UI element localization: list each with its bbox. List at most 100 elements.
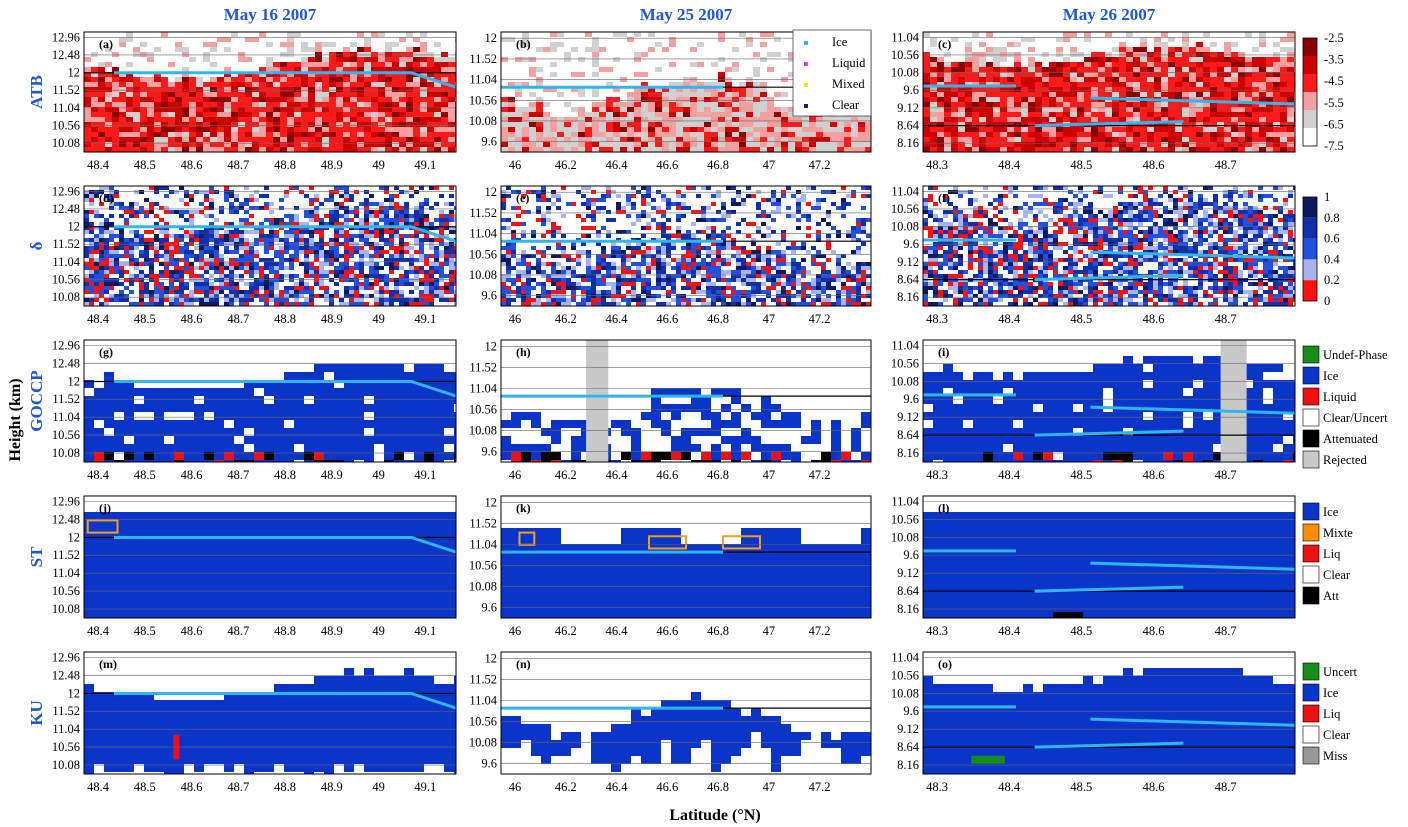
atb-cell	[522, 127, 529, 132]
depol-cell	[189, 234, 194, 238]
atb-cell	[669, 122, 676, 127]
atb-cell	[739, 122, 746, 127]
depol-cell	[234, 262, 239, 266]
atb-cell	[308, 72, 315, 77]
atb-cell	[1182, 57, 1189, 62]
atb-cell	[1035, 117, 1042, 122]
depol-cell	[314, 218, 319, 222]
atb-cell	[1182, 147, 1189, 152]
atb-cell	[252, 102, 259, 107]
atb-cell	[1175, 67, 1182, 72]
depol-cell	[526, 290, 531, 294]
atb-cell	[1147, 72, 1154, 77]
depol-cell	[319, 262, 324, 266]
depol-cell	[109, 214, 114, 218]
atb-cell	[965, 122, 972, 127]
atb-cell	[1028, 127, 1035, 132]
depol-cell	[199, 210, 204, 214]
atb-cell	[287, 62, 294, 67]
depol-cell	[419, 302, 424, 306]
depol-cell	[581, 286, 586, 290]
atb-cell	[105, 92, 112, 97]
depol-cell	[586, 274, 591, 278]
depol-cell	[189, 274, 194, 278]
depol-cell	[184, 234, 189, 238]
depol-cell	[454, 262, 456, 266]
atb-cell	[1231, 52, 1238, 57]
atb-cell	[1014, 107, 1021, 112]
atb-cell	[725, 107, 732, 112]
depol-cell	[244, 218, 249, 222]
atb-cell	[662, 147, 669, 152]
atb-cell	[676, 97, 683, 102]
atb-cell	[697, 107, 704, 112]
atb-cell	[529, 92, 536, 97]
depol-cell	[531, 254, 536, 258]
atb-cell	[851, 147, 858, 152]
atb-cell	[385, 62, 392, 67]
atb-cell	[84, 107, 91, 112]
atb-cell	[119, 147, 126, 152]
atb-cell	[196, 87, 203, 92]
atb-cell	[364, 112, 371, 117]
depol-cell	[104, 238, 109, 242]
atb-cell	[413, 112, 420, 117]
depol-cell	[164, 230, 169, 234]
atb-cell	[571, 72, 578, 77]
atb-cell	[1056, 47, 1063, 52]
depol-cell	[429, 266, 434, 270]
depol-cell	[109, 190, 114, 194]
depol-cell	[656, 286, 661, 290]
atb-cell	[1126, 107, 1133, 112]
atb-cell	[224, 77, 231, 82]
atb-cell	[543, 87, 550, 92]
atb-cell	[697, 42, 704, 47]
atb-cell	[529, 107, 536, 112]
column-title-2: May 25 2007	[640, 5, 733, 24]
depol-cell	[164, 290, 169, 294]
atb-cell	[1224, 72, 1231, 77]
atb-cell	[448, 142, 455, 147]
atb-cell	[1189, 57, 1196, 62]
depol-cell	[299, 250, 304, 254]
atb-cell	[217, 37, 224, 42]
depol-cell	[606, 302, 611, 306]
depol-cell	[344, 254, 349, 258]
atb-cell	[1252, 77, 1259, 82]
depol-cell	[409, 254, 414, 258]
atb-cell	[1203, 97, 1210, 102]
depol-cell	[204, 290, 209, 294]
depol-cell	[631, 246, 636, 250]
atb-cell	[508, 117, 515, 122]
depol-cell	[656, 250, 661, 254]
atb-cell	[690, 137, 697, 142]
atb-cell	[1119, 52, 1126, 57]
atb-cell	[371, 122, 378, 127]
atb-cell	[1182, 47, 1189, 52]
depol-cell	[369, 234, 374, 238]
atb-cell	[1231, 72, 1238, 77]
atb-cell	[1140, 82, 1147, 87]
atb-cell	[1154, 42, 1161, 47]
atb-cell	[1049, 112, 1056, 117]
depol-cell	[521, 282, 526, 286]
depol-cell	[419, 250, 424, 254]
atb-cell	[203, 147, 210, 152]
depol-cell	[374, 210, 379, 214]
depol-cell	[389, 218, 394, 222]
depol-cell	[169, 270, 174, 274]
atb-cell	[923, 142, 930, 147]
atb-cell	[308, 67, 315, 72]
depol-cell	[349, 218, 354, 222]
atb-cell	[343, 52, 350, 57]
atb-cell	[1105, 32, 1112, 37]
atb-cell	[378, 147, 385, 152]
depol-cell	[289, 286, 294, 290]
depol-cell	[404, 282, 409, 286]
depol-cell	[124, 262, 129, 266]
atb-cell	[522, 112, 529, 117]
depol-cell	[419, 246, 424, 250]
depol-cell	[119, 230, 124, 234]
depol-cell	[234, 282, 239, 286]
depol-cell	[511, 246, 516, 250]
